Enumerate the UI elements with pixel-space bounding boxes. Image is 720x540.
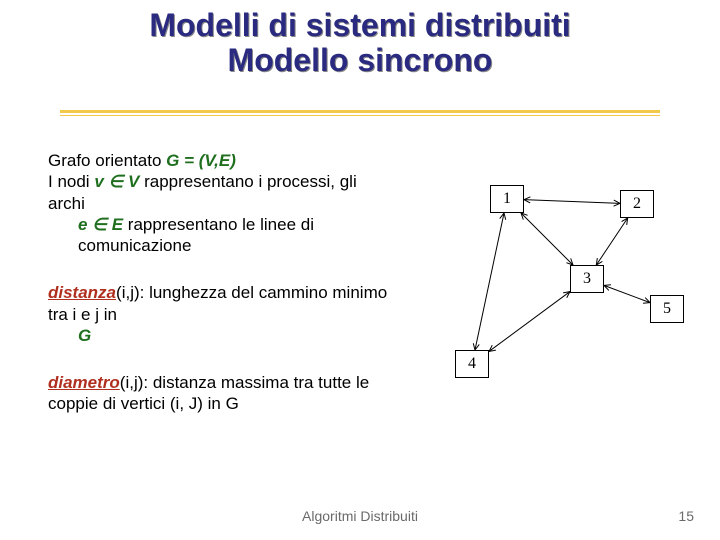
slide-title: Modelli di sistemi distribuiti Modello s…	[50, 8, 670, 78]
paragraph-distanza: distanza(i,j): lunghezza del cammino min…	[48, 282, 388, 346]
title-line-2: Modello sincrono	[228, 42, 493, 78]
edge-notation: e ∈ E	[78, 215, 123, 234]
term-distanza: distanza	[48, 283, 116, 302]
paragraph-graph-def: Grafo orientato G = (V,E) I nodi v ∈ V r…	[48, 150, 388, 256]
graph-node-3: 3	[570, 265, 604, 293]
body-text: Grafo orientato G = (V,E) I nodi v ∈ V r…	[48, 150, 388, 441]
graph-node-2: 2	[620, 190, 654, 218]
title-underline	[60, 110, 660, 118]
title-line-1: Modelli di sistemi distribuiti	[149, 7, 570, 43]
text: Grafo orientato	[48, 151, 166, 170]
graph-node-4: 4	[455, 350, 489, 378]
term-diametro: diametro	[48, 373, 120, 392]
slide: Modelli di sistemi distribuiti Modello s…	[0, 0, 720, 540]
page-number: 15	[678, 508, 694, 524]
graph-notation: G = (V,E)	[166, 151, 236, 170]
graph-g-ref: G	[78, 326, 91, 345]
node-notation: v ∈ V	[94, 172, 139, 191]
paragraph-diametro: diametro(i,j): distanza massima tra tutt…	[48, 372, 388, 415]
graph-node-5: 5	[650, 295, 684, 323]
footer-text: Algoritmi Distribuiti	[0, 508, 720, 524]
graph-node-1: 1	[490, 185, 524, 213]
text: I nodi	[48, 172, 94, 191]
graph-diagram: 1 2 3 5 4	[400, 175, 700, 435]
